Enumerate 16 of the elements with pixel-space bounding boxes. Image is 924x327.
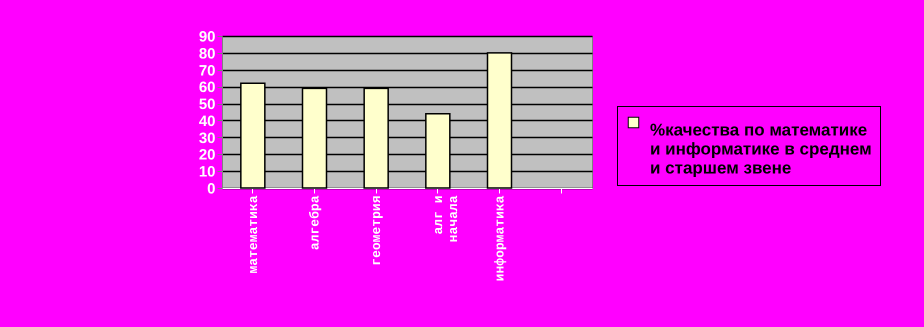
y-tick-label: 0 [207, 180, 216, 198]
x-tick-label: геометрия [369, 196, 384, 266]
x-tick-label: алгебра [308, 195, 322, 250]
y-tick-label: 40 [198, 112, 216, 130]
y-tick-label: 80 [198, 45, 216, 62]
legend-label: %качества по математике и информатике в среднем и старшем звене [650, 120, 872, 178]
y-tick-label: 50 [198, 96, 216, 114]
y-tick-label: 30 [198, 130, 216, 147]
y-tick-label: 10 [198, 164, 216, 181]
x-tick-label: информатика [492, 195, 508, 282]
y-tick-label: 20 [198, 146, 216, 164]
x-tick-label: математика [246, 195, 261, 274]
y-tick-label: 90 [198, 28, 216, 46]
y-tick-label: 70 [198, 62, 216, 80]
x-tick-label: алг и начала [430, 195, 461, 242]
y-tick-label: 60 [198, 79, 216, 96]
